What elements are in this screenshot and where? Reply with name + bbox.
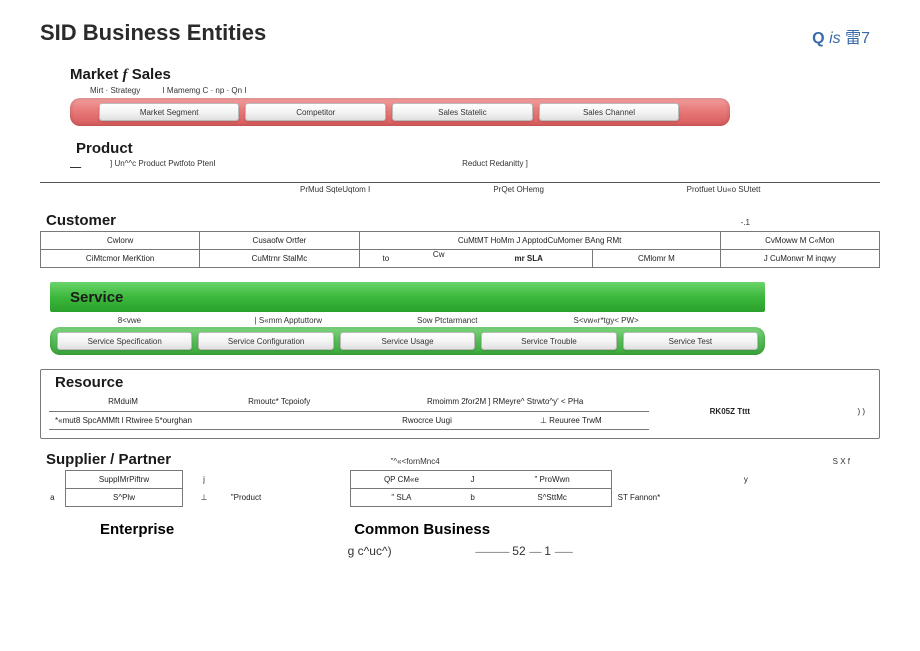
s-r2-7: ST Fannon*	[611, 488, 880, 506]
supplier-title: Supplier / Partner	[40, 451, 391, 468]
domain-product: Product ] Un^^c Product Pwtfoto PtenI Re…	[40, 140, 880, 168]
s-r2-0: a	[40, 488, 65, 506]
c-r2-4: mr SLA	[465, 250, 592, 268]
resource-title: Resource	[49, 374, 871, 391]
c-r2-0: CiMtcmor MerKtion	[41, 250, 200, 268]
s-r1-3: J	[452, 470, 494, 488]
s-r1-4: " ProWwn	[494, 470, 612, 488]
service-title: Service	[70, 289, 123, 306]
supplier-note2: S X f	[678, 457, 880, 466]
sv-pill-row: Service Specification Service Configurat…	[50, 327, 765, 355]
sv-lbl-3: S<vw«r*tgy< PW>	[527, 316, 686, 325]
service-header: Service	[50, 282, 765, 312]
ms-pill-row: Market Segment Competitor Sales Statelic…	[70, 98, 730, 126]
s-r2-3: "Product	[225, 488, 351, 506]
prod-r1b: Reduct Redanitty ]	[367, 159, 624, 168]
is-word: is	[829, 30, 841, 47]
r-r2-4: ) )	[811, 393, 871, 429]
prod-r1a: ] Un^^c Product Pwtfoto PtenI	[110, 159, 367, 168]
c-r2-1: CuMtrnr StalMc	[200, 250, 359, 268]
r-r1-1: Rmoutc* Tcpoiofy	[197, 393, 361, 411]
ms-title-post: Sales	[128, 66, 171, 83]
s-r1-2: QP CM«e	[351, 470, 452, 488]
sv-lbl-1: | S«mm Apptuttorw	[209, 316, 368, 325]
domain-service: Service 8<vwe | S«mm Apptuttorw Sow Ptct…	[40, 282, 880, 355]
btn-service-spec[interactable]: Service Specification	[57, 332, 192, 350]
footer-dots-l: -----------------	[475, 547, 509, 557]
prod-r2-2: Protfuet Uu«o SUtett	[687, 185, 880, 194]
sv-lbl-0: 8<vwe	[50, 316, 209, 325]
domain-resource: Resource RMduiM Rmoutc* Tcpoiofy Rmoimm …	[40, 369, 880, 439]
btn-service-usage[interactable]: Service Usage	[340, 332, 475, 350]
top-right-tag: Q is 雷7	[812, 24, 870, 48]
c-r1-0: Cwlorw	[41, 232, 200, 250]
domain-market-sales: Market f Sales Mirt · Strategy I Mamemg …	[40, 66, 880, 126]
customer-corner: -.1	[741, 218, 880, 227]
enterprise-label: Enterprise	[100, 521, 174, 538]
btn-service-config[interactable]: Service Configuration	[198, 332, 333, 350]
btn-service-trouble[interactable]: Service Trouble	[481, 332, 616, 350]
r-r2-1: Rwocrce Uugi	[361, 411, 492, 429]
product-title: Product	[70, 140, 880, 157]
btn-sales-statelic[interactable]: Sales Statelic	[392, 103, 533, 121]
c-r1-2: CuMtMT HoMm J ApptodCuMomer BAng RMt	[359, 232, 720, 250]
resource-table: RMduiM Rmoutc* Tcpoiofy Rmoimm 2for2M ] …	[49, 393, 871, 430]
c-r2-3: Cw	[412, 250, 465, 268]
r-r1-0: RMduiM	[49, 393, 197, 411]
c-r2-2: to	[359, 250, 412, 268]
c-r2-6: J CuMonwr M inqwy	[720, 250, 879, 268]
s-r1-5: y	[611, 470, 880, 488]
prod-r2-1: PrQet OHemg	[493, 185, 686, 194]
footer-dots-m: ------	[529, 547, 541, 557]
s-r1-1: j	[183, 470, 225, 488]
r-r2-2: ⊥ Reuuree TrwM	[493, 411, 649, 429]
service-row-labels: 8<vwe | S«mm Apptuttorw Sow Ptctarmanct …	[50, 314, 765, 327]
s-r2-5: b	[452, 488, 494, 506]
c-r1-3: CvMoww M C«Mon	[720, 232, 879, 250]
btn-competitor[interactable]: Competitor	[245, 103, 386, 121]
ms-title-pre: Market	[70, 66, 123, 83]
customer-title: Customer	[40, 212, 741, 229]
footer-mid: 52	[512, 544, 525, 558]
supplier-note: "^«<fornMnc4	[391, 457, 678, 466]
btn-service-test[interactable]: Service Test	[623, 332, 758, 350]
customer-table: Cwlorw Cusaofw Ortfer CuMtMT HoMm J Appt…	[40, 231, 880, 268]
tail: 雷7	[845, 30, 870, 47]
supplier-table: SuppIMrPiftrw j QP CM«e J " ProWwn y a S…	[40, 470, 880, 507]
c-r2-5: CMlomr M	[593, 250, 720, 268]
ms-subline: Mirt · Strategy I Mamemg C · np · Qn I	[40, 86, 880, 95]
r-r2-3: RK05Z Tttt	[649, 393, 811, 429]
btn-sales-channel[interactable]: Sales Channel	[539, 103, 680, 121]
footer-dots-r: ---------	[554, 547, 572, 557]
s-r1-0: SuppIMrPiftrw	[65, 470, 183, 488]
s-r2-2: ⊥	[183, 488, 225, 506]
c-r1-1: Cusaofw Ortfer	[200, 232, 359, 250]
sv-lbl-2: Sow Ptctarmanct	[368, 316, 527, 325]
footer-right: 1	[544, 544, 551, 558]
page-title: SID Business Entities	[40, 20, 880, 46]
ms-sub1: Mirt · Strategy	[90, 86, 140, 95]
r-r2-0: *«mut8 SpcAMMft l Rtwiree 5*ourghan	[49, 411, 361, 429]
prod-blank	[70, 159, 110, 168]
q-letter: Q	[812, 30, 824, 47]
ms-sub2: I Mamemg C · np · Qn I	[162, 86, 246, 95]
product-hr	[40, 182, 880, 183]
btn-market-segment[interactable]: Market Segment	[99, 103, 240, 121]
s-r2-4: " SLA	[351, 488, 452, 506]
prod-r2-0: PrMud SqteUqtom I	[300, 185, 493, 194]
domain-supplier: Supplier / Partner "^«<fornMnc4 S X f Su…	[40, 451, 880, 507]
domain-customer: Customer -.1 Cwlorw Cusaofw Ortfer CuMtM…	[40, 212, 880, 268]
s-r2-1: S^Plw	[65, 488, 183, 506]
bottom-row: Enterprise Common Business	[40, 521, 880, 538]
market-sales-title: Market f Sales	[40, 66, 880, 84]
footer-left: g c^uc^)	[348, 544, 392, 558]
r-r1-2: Rmoimm 2for2M ] RMeyre^ Strwto^y' < PHa	[361, 393, 649, 411]
footer: g c^uc^) ----------------- 52 ------ 1 -…	[40, 538, 880, 558]
common-business-label: Common Business	[234, 521, 490, 538]
s-r2-6: S^SttMc	[494, 488, 612, 506]
